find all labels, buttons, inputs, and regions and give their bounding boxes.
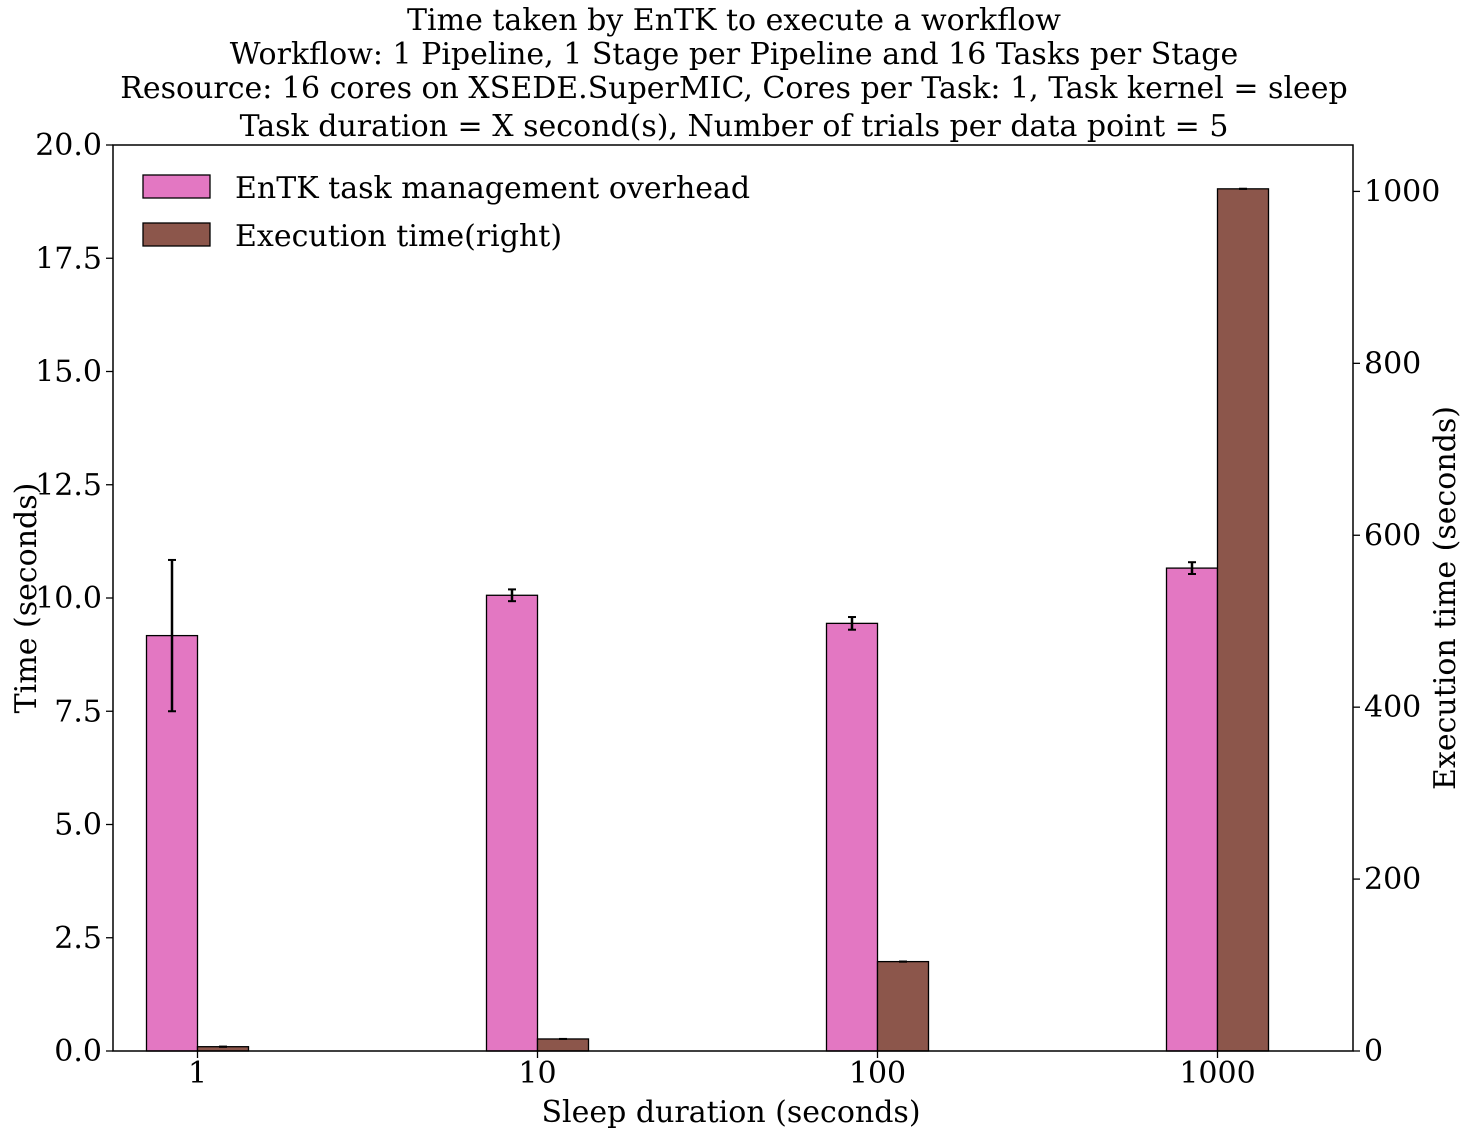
legend-swatch (142, 174, 211, 199)
x-axis-label: Sleep duration (seconds) (541, 1095, 920, 1130)
y-tick-label: 5.0 (54, 808, 102, 843)
y2-tick-label: 600 (1364, 518, 1421, 553)
bars-layer (145, 188, 1270, 1052)
x-tick-label: 1 (188, 1056, 207, 1091)
y-tick-label: 2.5 (54, 921, 102, 956)
y-axis-label-right: Execution time (seconds) (1428, 406, 1463, 790)
bar-execution-time (1216, 188, 1270, 1052)
title-line: Workflow: 1 Pipeline, 1 Stage per Pipeli… (230, 37, 1238, 72)
legend: EnTK task management overhead Execution t… (142, 171, 750, 254)
y2-tick-label: 400 (1364, 690, 1421, 725)
bar-execution-time (536, 1038, 590, 1052)
x-tick-label: 1000 (1179, 1056, 1255, 1091)
y2-tick-label: 800 (1364, 346, 1421, 381)
y-tick-label: 15.0 (35, 355, 102, 390)
title-line: Resource: 16 cores on XSEDE.SuperMIC, Co… (120, 71, 1348, 106)
x-axis: 1 10 100 1000 (188, 1051, 1256, 1091)
legend-label: Execution time(right) (235, 219, 562, 254)
bar-overhead (1165, 567, 1219, 1052)
legend-label: EnTK task management overhead (235, 171, 750, 206)
y-tick-label: 7.5 (54, 694, 102, 729)
bar-overhead (485, 594, 539, 1052)
y-tick-label: 10.0 (35, 581, 102, 616)
legend-swatch (142, 222, 211, 247)
y2-tick-label: 1000 (1364, 174, 1440, 209)
x-tick-label: 100 (849, 1056, 906, 1091)
errorbars-layer (168, 187, 1247, 1048)
y2-tick-label: 200 (1364, 862, 1421, 897)
title-line: Time taken by EnTK to execute a workflow (407, 3, 1061, 38)
y-tick-label: 12.5 (35, 468, 102, 503)
bar-execution-time (876, 960, 930, 1052)
chart-title: Time taken by EnTK to execute a workflow… (120, 3, 1348, 144)
y2-tick-label: 0 (1364, 1034, 1383, 1069)
bar-overhead (825, 622, 879, 1052)
right-axis: 0 200 400 600 800 1000 (1353, 174, 1440, 1069)
left-axis: 0.0 2.5 5.0 7.5 10.0 12.5 15.0 17.5 20.0 (35, 128, 113, 1069)
y-tick-label: 0.0 (54, 1034, 102, 1069)
y-axis-label-left: Time (seconds) (9, 483, 44, 714)
title-line: Task duration = X second(s), Number of t… (240, 109, 1229, 144)
y-tick-label: 17.5 (35, 241, 102, 276)
y-tick-label: 20.0 (35, 128, 102, 163)
x-tick-label: 10 (518, 1056, 556, 1091)
